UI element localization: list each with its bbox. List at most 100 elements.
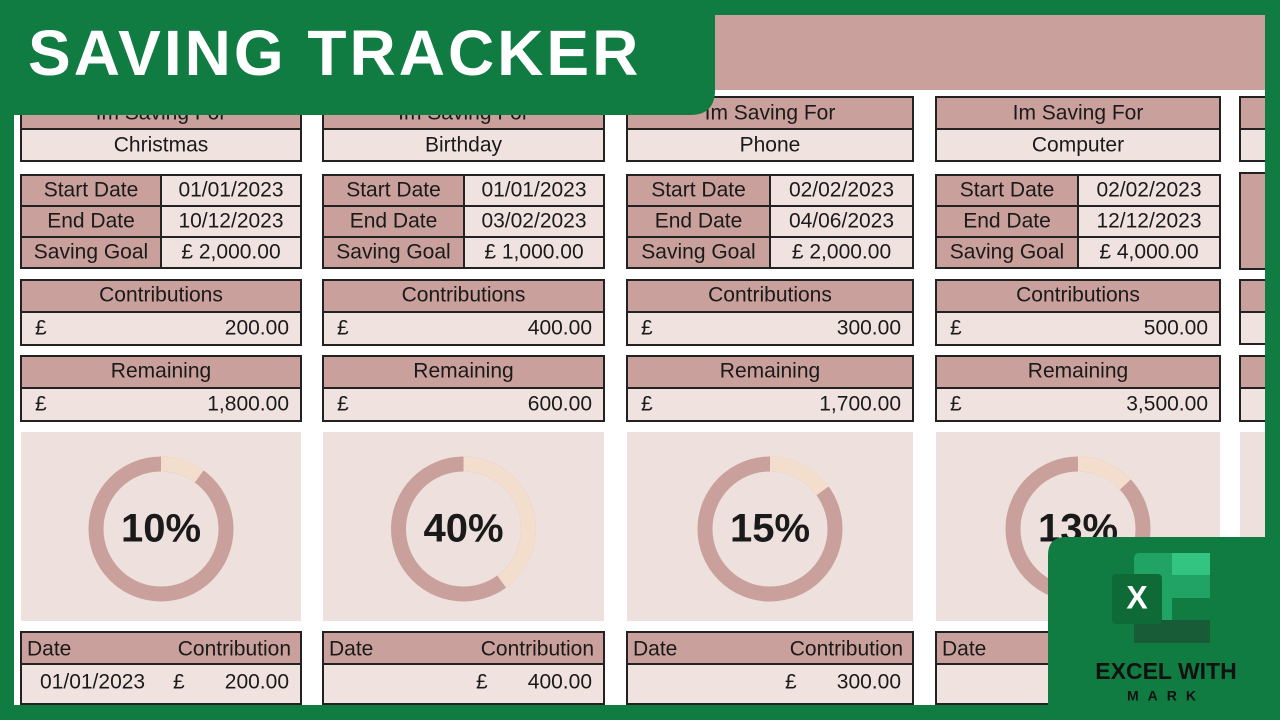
- cell: [935, 96, 1221, 130]
- value: Phone: [740, 134, 801, 157]
- cell: [626, 311, 914, 346]
- title: SAVING TRACKER: [28, 17, 641, 89]
- label: Start Date: [651, 179, 746, 202]
- donut-progress: [88, 456, 234, 602]
- logo-text: MARK: [1127, 688, 1205, 704]
- currency: £: [950, 317, 962, 340]
- cell: [935, 311, 1221, 346]
- tracker-grid: Im Saving For Christmas Start Date 01/01/20…: [20, 96, 1221, 705]
- value: £ 1,000.00: [484, 241, 583, 264]
- value: £ 2,000.00: [792, 241, 891, 264]
- cell: [20, 128, 302, 162]
- logo: X EXCEL WITH MARK: [1048, 537, 1280, 720]
- label: Saving Goal: [336, 241, 450, 264]
- currency: £: [35, 393, 47, 416]
- log-currency: £: [476, 671, 488, 694]
- value: 01/01/2023: [178, 179, 283, 202]
- value: Birthday: [425, 134, 503, 157]
- label: Remaining: [720, 360, 820, 383]
- currency: £: [337, 393, 349, 416]
- icon-badge: [1112, 574, 1162, 624]
- cell: [626, 128, 914, 162]
- cell: [322, 205, 465, 238]
- log-currency: £: [173, 671, 185, 694]
- label: Contributions: [708, 284, 832, 307]
- amount: 300.00: [837, 317, 901, 340]
- label: Im Saving For: [705, 102, 836, 125]
- cell: [20, 663, 302, 705]
- icon-cell: [1134, 620, 1210, 643]
- donut-progress: [391, 456, 536, 602]
- cell: [322, 387, 605, 422]
- percent-label: 15%: [730, 507, 810, 551]
- cell: [626, 355, 914, 389]
- cell: [463, 205, 605, 238]
- log-header: Contribution: [481, 638, 594, 661]
- cell: [935, 174, 1079, 207]
- cell: [160, 174, 302, 207]
- cell: [935, 355, 1221, 389]
- label: Contributions: [99, 284, 223, 307]
- amount: 3,500.00: [1126, 393, 1208, 416]
- amount: 500.00: [1144, 317, 1208, 340]
- amount: 200.00: [225, 317, 289, 340]
- label: End Date: [963, 210, 1051, 233]
- currency: £: [641, 317, 653, 340]
- currency: £: [641, 393, 653, 416]
- cell: [322, 631, 605, 665]
- cell: [20, 355, 302, 389]
- value: Christmas: [114, 134, 209, 157]
- cell: [626, 236, 771, 269]
- cell: [1077, 205, 1221, 238]
- value: Computer: [1032, 134, 1124, 157]
- cell: [935, 236, 1079, 269]
- value: 10/12/2023: [178, 210, 283, 233]
- label: Contributions: [402, 284, 526, 307]
- cell: [322, 663, 605, 705]
- cell: [160, 205, 302, 238]
- cell: [322, 279, 605, 313]
- percent-label: 10%: [121, 507, 201, 551]
- log-header: Date: [27, 638, 71, 661]
- log-date: 01/01/2023: [40, 671, 145, 694]
- label: Remaining: [111, 360, 211, 383]
- currency: £: [35, 317, 47, 340]
- label: Im Saving For: [1013, 102, 1144, 125]
- log-header: Date: [942, 638, 986, 661]
- label: Saving Goal: [641, 241, 755, 264]
- cell: [1077, 236, 1221, 269]
- label: Start Date: [44, 179, 139, 202]
- icon-cell: [1172, 553, 1210, 575]
- cell: [626, 663, 914, 705]
- cell: [20, 236, 162, 269]
- cell: [322, 355, 605, 389]
- cell: [935, 128, 1221, 162]
- cell: [769, 205, 914, 238]
- cell: [322, 311, 605, 346]
- cell: [322, 128, 605, 162]
- label: Remaining: [413, 360, 513, 383]
- value: 01/01/2023: [481, 179, 586, 202]
- value: 02/02/2023: [1096, 179, 1201, 202]
- cell: [160, 236, 302, 269]
- frame: [0, 705, 1280, 720]
- percent-label: 40%: [423, 507, 503, 551]
- label: Remaining: [1028, 360, 1128, 383]
- currency: £: [950, 393, 962, 416]
- log-header: Date: [329, 638, 373, 661]
- cell: [935, 387, 1221, 422]
- amount: 1,800.00: [207, 393, 289, 416]
- cell: [626, 387, 914, 422]
- value: 03/02/2023: [481, 210, 586, 233]
- value: £ 2,000.00: [181, 241, 280, 264]
- cell: [626, 205, 771, 238]
- label: Start Date: [346, 179, 441, 202]
- log-header: Contribution: [790, 638, 903, 661]
- label: Start Date: [960, 179, 1055, 202]
- label: End Date: [350, 210, 438, 233]
- cell: [322, 174, 465, 207]
- log-amount: 200.00: [225, 671, 289, 694]
- cell: [20, 279, 302, 313]
- cell: [935, 279, 1221, 313]
